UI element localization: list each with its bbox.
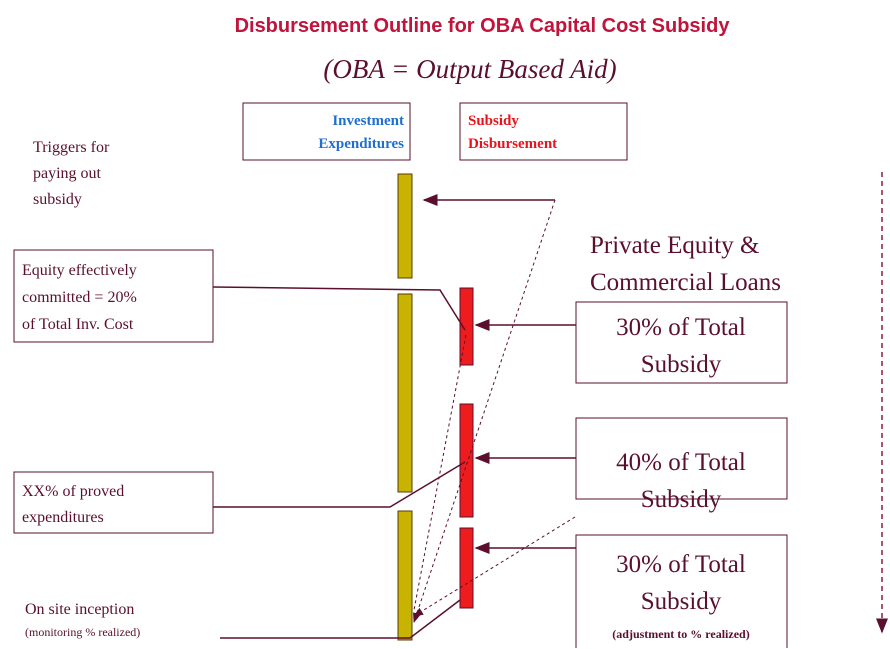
bar [459, 403, 474, 518]
label: Triggers for [33, 139, 110, 156]
label: 40% of Total [616, 449, 746, 476]
label: 30% of Total [616, 551, 746, 578]
label: committed = 20% [22, 289, 137, 306]
subsidy-bars [459, 287, 474, 609]
subsidy-box [575, 534, 788, 648]
bar [397, 173, 413, 279]
label: expenditures [22, 509, 104, 526]
header-text: Investment [332, 113, 404, 129]
label: of Total Inv. Cost [22, 316, 134, 333]
subtitle: (OBA = Output Based Aid) [323, 54, 616, 84]
dashed-links [413, 199, 576, 623]
label: subsidy [33, 191, 82, 208]
connector [213, 461, 466, 508]
bar [459, 287, 474, 366]
header-text: Disbursement [468, 136, 557, 152]
subsidy-box [575, 301, 788, 384]
dashed-line [413, 334, 467, 611]
subsidy-box [575, 417, 788, 500]
bar [397, 293, 413, 493]
label: paying out [33, 165, 102, 182]
label: (monitoring % realized) [25, 625, 140, 639]
label: 30% of Total [616, 314, 746, 341]
connector [220, 599, 461, 639]
connector [212, 286, 466, 331]
label: Subsidy [641, 588, 722, 615]
label: Subsidy [641, 351, 722, 378]
label: Commercial Loans [590, 269, 781, 296]
label: Equity effectively [22, 262, 137, 279]
title: Disbursement Outline for OBA Capital Cos… [235, 15, 731, 37]
dashed-arrow [413, 516, 576, 617]
label: Subsidy [641, 486, 722, 513]
label-box [13, 249, 214, 343]
investment-bars [397, 173, 413, 641]
header-box [242, 102, 411, 161]
header-text: Expenditures [318, 136, 404, 152]
label: Private Equity & [590, 232, 759, 259]
bar [459, 527, 474, 609]
label: On site inception [25, 601, 134, 618]
dashed-arrow [413, 199, 556, 623]
header-text: Subsidy [468, 113, 519, 129]
bar [397, 510, 413, 641]
header-box [459, 102, 628, 161]
label: XX% of proved [22, 483, 124, 500]
label: (adjustment to % realized) [612, 627, 749, 641]
label-box [13, 471, 214, 534]
